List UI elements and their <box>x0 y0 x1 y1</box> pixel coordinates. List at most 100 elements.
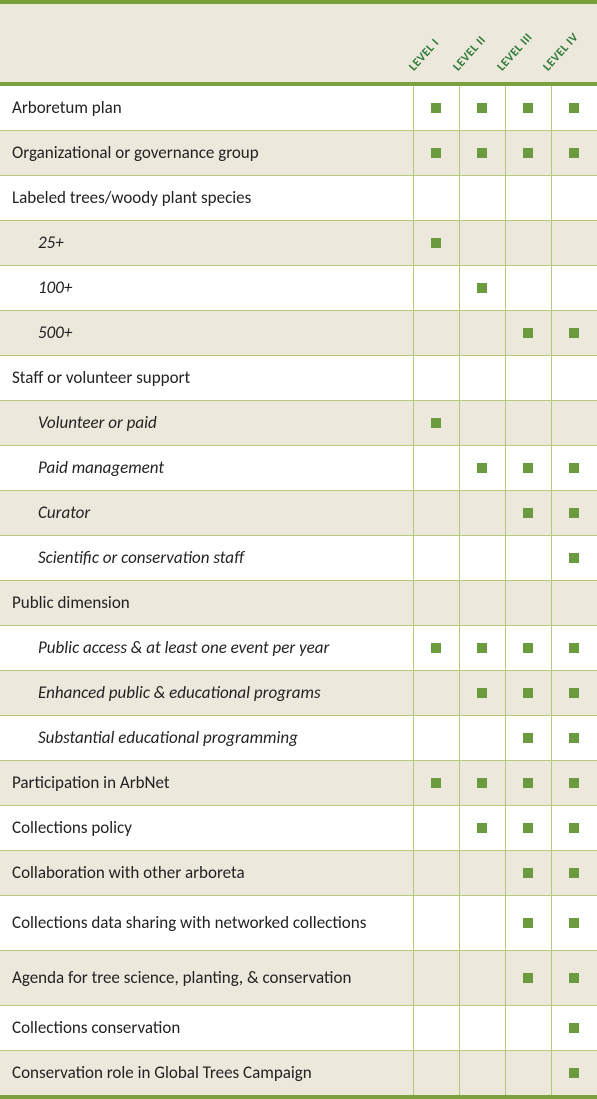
table-row: 25+ <box>0 221 597 266</box>
check-marker-icon <box>569 918 579 928</box>
mark-cell <box>551 581 597 626</box>
mark-cell <box>413 176 459 221</box>
check-marker-icon <box>523 148 533 158</box>
mark-cell <box>505 761 551 806</box>
check-marker-icon <box>569 1023 579 1033</box>
table-row: Curator <box>0 491 597 536</box>
mark-cell <box>413 806 459 851</box>
row-label: Curator <box>0 491 413 536</box>
mark-cell <box>413 851 459 896</box>
mark-cell <box>505 176 551 221</box>
mark-cell <box>413 356 459 401</box>
row-label: Collaboration with other arboreta <box>0 851 413 896</box>
mark-cell <box>551 896 597 951</box>
mark-cell <box>505 491 551 536</box>
check-marker-icon <box>569 463 579 473</box>
row-label: Enhanced public & educational programs <box>0 671 413 716</box>
row-label: Public dimension <box>0 581 413 626</box>
row-label: Collections conservation <box>0 1006 413 1051</box>
table-row: Collaboration with other arboreta <box>0 851 597 896</box>
check-marker-icon <box>431 238 441 248</box>
mark-cell <box>505 84 551 131</box>
check-marker-icon <box>523 778 533 788</box>
check-marker-icon <box>523 918 533 928</box>
check-marker-icon <box>523 508 533 518</box>
mark-cell <box>459 851 505 896</box>
table-row: Labeled trees/woody plant species <box>0 176 597 221</box>
mark-cell <box>413 581 459 626</box>
mark-cell <box>459 491 505 536</box>
table-row: Collections policy <box>0 806 597 851</box>
mark-cell <box>505 266 551 311</box>
mark-cell <box>551 671 597 716</box>
mark-cell <box>551 401 597 446</box>
mark-cell <box>551 1051 597 1096</box>
check-marker-icon <box>569 508 579 518</box>
mark-cell <box>551 176 597 221</box>
row-label: Collections policy <box>0 806 413 851</box>
header-level-4: LEVEL IV <box>551 4 597 84</box>
check-marker-icon <box>569 328 579 338</box>
check-marker-icon <box>477 463 487 473</box>
mark-cell <box>459 626 505 671</box>
row-label: Staff or volunteer support <box>0 356 413 401</box>
header-row: LEVEL I LEVEL II LEVEL III LEVEL IV <box>0 4 597 84</box>
check-marker-icon <box>569 553 579 563</box>
row-label: 25+ <box>0 221 413 266</box>
check-marker-icon <box>523 643 533 653</box>
check-marker-icon <box>431 103 441 113</box>
mark-cell <box>459 581 505 626</box>
check-marker-icon <box>569 973 579 983</box>
mark-cell <box>459 1006 505 1051</box>
mark-cell <box>413 131 459 176</box>
check-marker-icon <box>477 688 487 698</box>
mark-cell <box>459 176 505 221</box>
check-marker-icon <box>569 643 579 653</box>
mark-cell <box>551 716 597 761</box>
mark-cell <box>505 401 551 446</box>
mark-cell <box>459 951 505 1006</box>
mark-cell <box>413 536 459 581</box>
mark-cell <box>459 221 505 266</box>
table-body: Arboretum planOrganizational or governan… <box>0 84 597 1095</box>
row-label: Volunteer or paid <box>0 401 413 446</box>
mark-cell <box>413 221 459 266</box>
mark-cell <box>459 1051 505 1096</box>
row-label: Scientific or conservation staff <box>0 536 413 581</box>
mark-cell <box>413 761 459 806</box>
check-marker-icon <box>569 688 579 698</box>
row-label: Conservation role in Global Trees Campai… <box>0 1051 413 1096</box>
table-row: Public dimension <box>0 581 597 626</box>
mark-cell <box>459 446 505 491</box>
mark-cell <box>505 671 551 716</box>
mark-cell <box>505 851 551 896</box>
check-marker-icon <box>569 148 579 158</box>
mark-cell <box>413 266 459 311</box>
mark-cell <box>505 356 551 401</box>
mark-cell <box>413 1051 459 1096</box>
mark-cell <box>505 1051 551 1096</box>
mark-cell <box>459 84 505 131</box>
mark-cell <box>505 626 551 671</box>
mark-cell <box>413 311 459 356</box>
mark-cell <box>459 671 505 716</box>
row-label: Labeled trees/woody plant species <box>0 176 413 221</box>
check-marker-icon <box>523 463 533 473</box>
table-row: 500+ <box>0 311 597 356</box>
row-label: Substantial educational programming <box>0 716 413 761</box>
row-label: 100+ <box>0 266 413 311</box>
check-marker-icon <box>523 733 533 743</box>
check-marker-icon <box>569 733 579 743</box>
mark-cell <box>505 806 551 851</box>
mark-cell <box>413 626 459 671</box>
row-label: Public access & at least one event per y… <box>0 626 413 671</box>
check-marker-icon <box>523 823 533 833</box>
table-row: Public access & at least one event per y… <box>0 626 597 671</box>
mark-cell <box>459 896 505 951</box>
table-row: Paid management <box>0 446 597 491</box>
row-label: 500+ <box>0 311 413 356</box>
check-marker-icon <box>431 418 441 428</box>
mark-cell <box>551 266 597 311</box>
check-marker-icon <box>477 778 487 788</box>
row-label: Participation in ArbNet <box>0 761 413 806</box>
